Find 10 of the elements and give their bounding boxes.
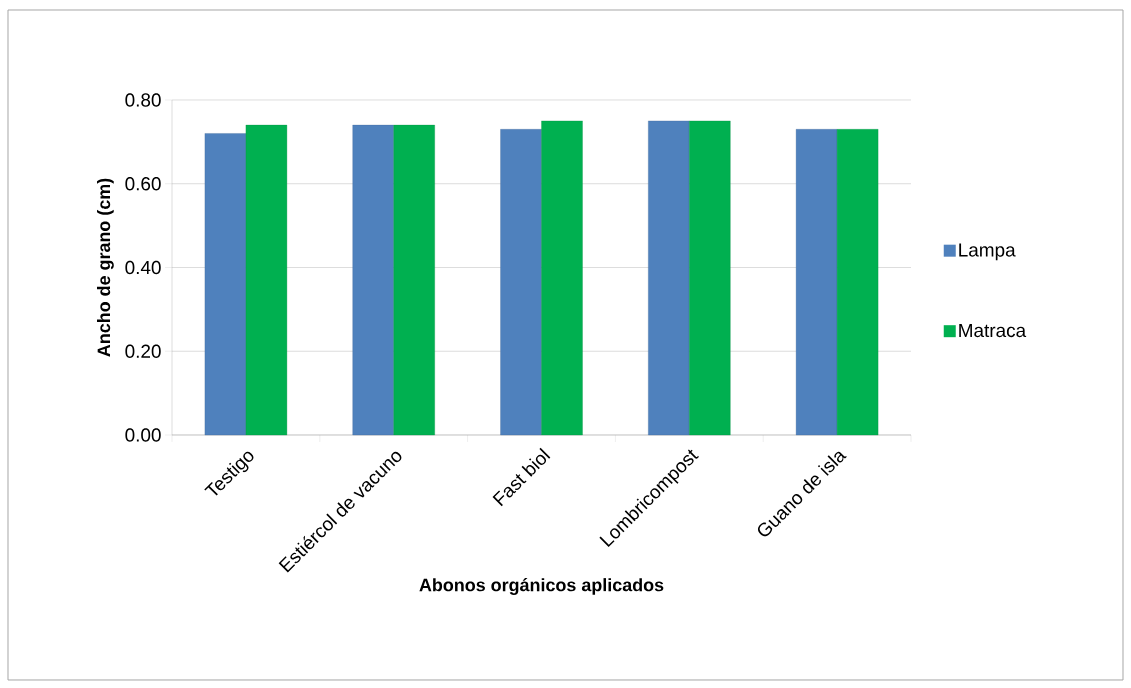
legend-label: Matraca	[959, 323, 1027, 338]
y-tick-label: 0.20	[125, 344, 161, 358]
x-axis-title: Abonos orgánicos aplicados	[419, 577, 664, 595]
x-tick-label: Fast biol	[492, 447, 551, 507]
y-tick-label: 0.80	[125, 93, 161, 107]
y-tick-label: 0.60	[125, 177, 161, 191]
y-tick-label: 0.40	[125, 260, 161, 275]
legend-label: Lampa	[959, 243, 1016, 261]
y-tick-label: 0.00	[125, 428, 161, 442]
y-axis-title: Ancho de grano (cm)	[97, 178, 114, 357]
